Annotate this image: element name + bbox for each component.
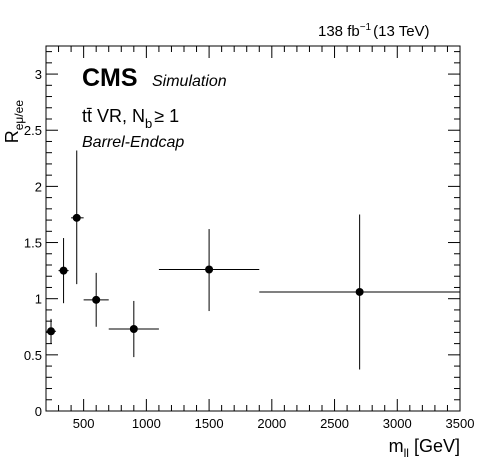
energy-label: (13 TeV) (373, 23, 429, 40)
region-condition: ≥ 1 (154, 106, 179, 126)
y-tick-label: 1.5 (24, 236, 42, 251)
x-tick-label: 3500 (446, 416, 475, 431)
x-tick-label: 1000 (132, 416, 161, 431)
y-tick-label: 2 (35, 179, 42, 194)
data-point (58, 238, 69, 304)
y-tick-label: 1 (35, 292, 42, 307)
category-label: Barrel-Endcap (82, 134, 184, 151)
data-marker (72, 213, 81, 222)
region-subscript: b (145, 116, 152, 131)
y-axis-title: Reμ/ee (2, 100, 26, 144)
x-tick-label: 3000 (383, 416, 412, 431)
data-marker (355, 287, 364, 296)
data-point (71, 150, 84, 285)
data-point (46, 318, 57, 344)
plot-frame (45, 45, 461, 412)
y-axis-ticks: 0 0.5 1 1.5 2 2.5 3 (24, 51, 460, 419)
x-axis-ticks: 500 1000 1500 2000 2500 3000 3500 (58, 46, 475, 431)
x-axis-title-unit: [GeV] (409, 436, 460, 456)
x-tick-label: 2000 (257, 416, 286, 431)
x-axis-title: mll [GeV] (389, 436, 460, 460)
y-tick-label: 0.5 (24, 348, 42, 363)
y-tick-label: 0 (35, 404, 42, 419)
y-axis-title-main: R (2, 130, 22, 143)
data-point (108, 300, 159, 358)
y-axis-title-subscript: eμ/ee (12, 100, 26, 131)
x-axis-title-subscript: ll (404, 446, 409, 460)
data-point (259, 214, 460, 370)
data-point (83, 272, 109, 327)
data-marker (92, 295, 101, 304)
data-marker (59, 266, 68, 275)
data-marker (129, 325, 138, 334)
x-tick-label: 1500 (195, 416, 224, 431)
x-axis-title-main: m (389, 436, 404, 456)
data-point (158, 229, 260, 312)
region-label: tt̄ VR, Nb ≥ 1 (82, 106, 179, 131)
data-marker (205, 265, 214, 274)
y-tick-label: 2.5 (24, 123, 42, 138)
lumi-value: 138 fb (318, 23, 360, 40)
cms-label: CMS (82, 64, 138, 92)
data-marker (47, 327, 56, 336)
region-main: tt̄ VR, N (82, 106, 145, 126)
simulation-label: Simulation (152, 73, 227, 90)
lumi-exponent: −1 (360, 22, 372, 33)
x-tick-label: 500 (73, 416, 95, 431)
lumi-label: 138 fb−1 (13 TeV) (318, 22, 430, 40)
data-series (46, 150, 460, 370)
x-tick-label: 2500 (320, 416, 349, 431)
y-tick-label: 3 (35, 67, 42, 82)
